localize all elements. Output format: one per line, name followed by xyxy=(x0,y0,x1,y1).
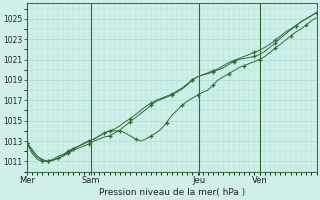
X-axis label: Pression niveau de la mer( hPa ): Pression niveau de la mer( hPa ) xyxy=(99,188,245,197)
